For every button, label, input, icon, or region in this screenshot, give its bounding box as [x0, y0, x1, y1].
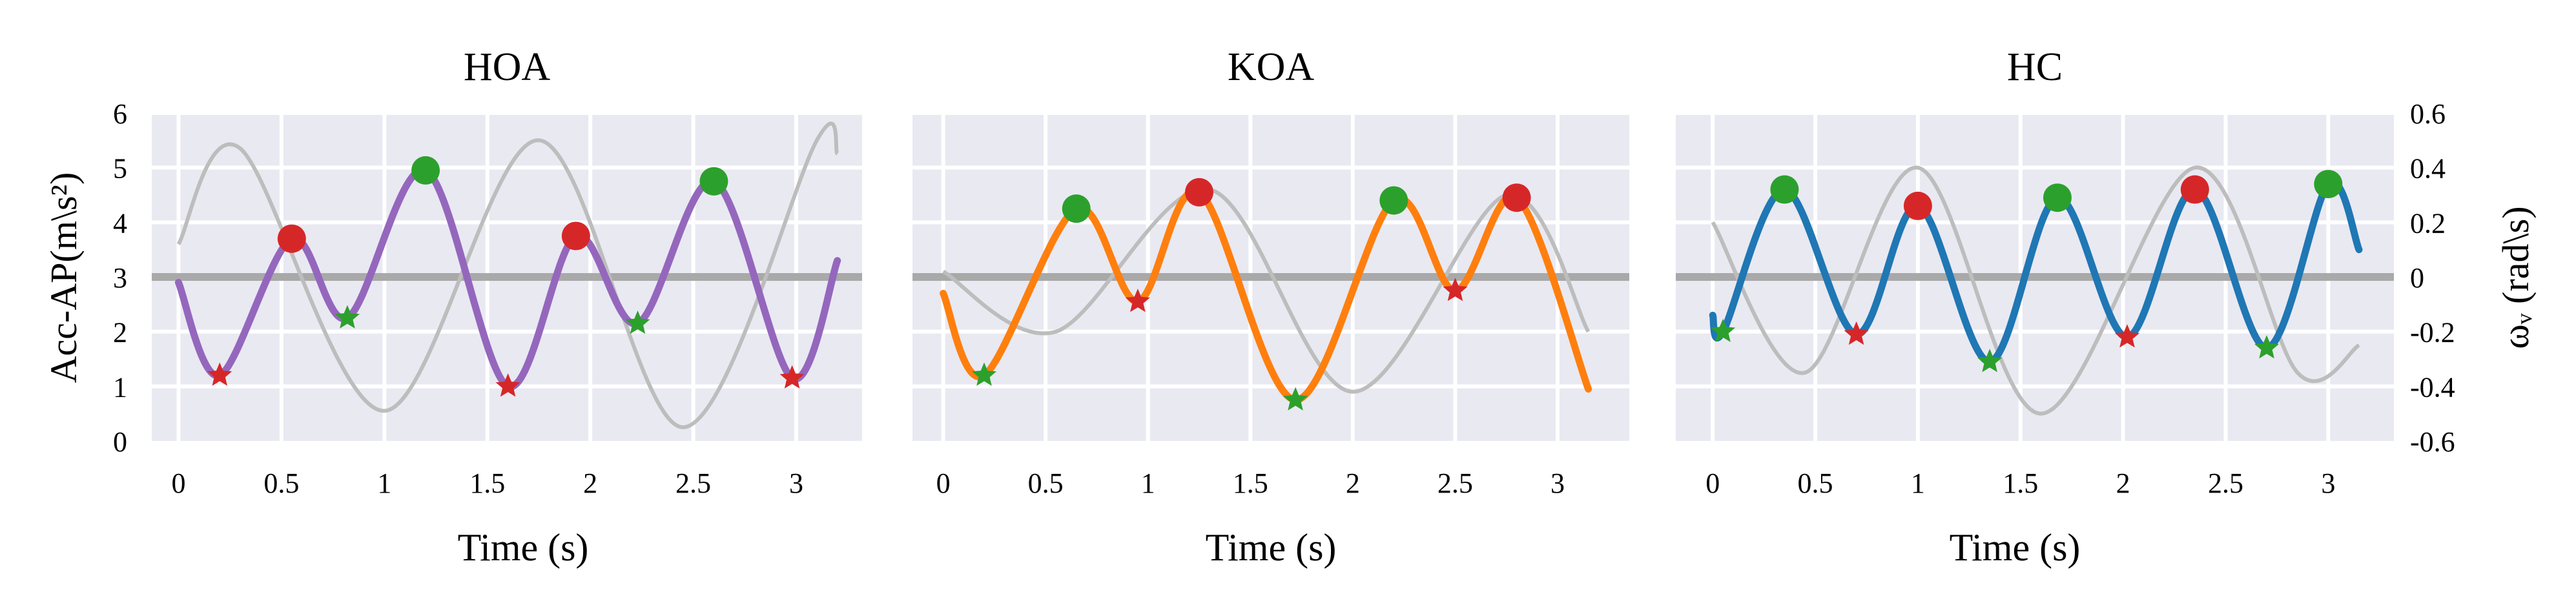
ytick-label-0: 0: [113, 426, 127, 458]
valley-marker-hoa-2: [495, 373, 520, 397]
valley-marker-hc-0: [1711, 318, 1736, 342]
xtick-label-koa-5: 2.5: [1437, 467, 1473, 499]
title-hc: HC: [2007, 45, 2063, 89]
xtick-label-hoa-0: 0: [171, 467, 185, 499]
title-koa: KOA: [1228, 45, 1315, 89]
valley-marker-koa-3: [1443, 278, 1468, 302]
ylabel-right: ωᵥ (rad\s): [2495, 206, 2537, 349]
peak-marker-hoa-3: [699, 167, 728, 196]
valley-marker-koa-2: [1283, 387, 1308, 411]
ytick-label-4: 4: [113, 207, 127, 239]
xtick-label-koa-6: 3: [1551, 467, 1565, 499]
ytick-label-3: 3: [113, 262, 127, 294]
xtick-label-hoa-2: 1: [377, 467, 391, 499]
xlabel-hc: Time (s): [1950, 526, 2081, 569]
peak-marker-hc-1: [1903, 191, 1932, 220]
xtick-label-koa-1: 0.5: [1028, 467, 1064, 499]
y2tick-label-3: 0: [2410, 262, 2424, 294]
xtick-label-hc-1: 0.5: [1798, 467, 1833, 499]
xtick-label-hoa-3: 1.5: [469, 467, 505, 499]
peak-marker-koa-2: [1379, 186, 1408, 215]
ytick-label-1: 1: [113, 371, 127, 403]
peak-marker-hoa-0: [277, 224, 306, 253]
ylabel-left: Acc-AP(m\s²): [43, 172, 85, 383]
xtick-label-hc-2: 1: [1911, 467, 1925, 499]
y2tick-label-4: 0.2: [2410, 207, 2446, 239]
peak-marker-hc-4: [2314, 170, 2343, 199]
xtick-label-hc-6: 3: [2321, 467, 2335, 499]
xtick-label-hoa-4: 2: [583, 467, 597, 499]
xtick-label-koa-4: 2: [1346, 467, 1360, 499]
peak-marker-hoa-2: [561, 221, 590, 250]
xtick-label-hoa-6: 3: [789, 467, 803, 499]
peak-marker-koa-3: [1502, 183, 1531, 212]
valley-marker-hoa-3: [625, 311, 650, 334]
valley-marker-koa-1: [1125, 289, 1150, 312]
valley-marker-hoa-1: [335, 305, 360, 329]
y2tick-label-0: -0.6: [2410, 426, 2455, 458]
xtick-label-hoa-1: 0.5: [263, 467, 299, 499]
xtick-label-hc-4: 2: [2116, 467, 2130, 499]
ytick-label-5: 5: [113, 153, 127, 185]
xtick-label-hc-3: 1.5: [2003, 467, 2038, 499]
peak-marker-hc-0: [1770, 175, 1799, 204]
valley-marker-hc-3: [2115, 324, 2139, 348]
peak-marker-hc-2: [2043, 183, 2072, 212]
valley-marker-hc-2: [1977, 349, 2003, 373]
omega-curve-hc: [1711, 165, 2360, 416]
peak-marker-hoa-1: [411, 156, 440, 185]
title-hoa: HOA: [464, 45, 551, 89]
ytick-label-2: 2: [113, 317, 127, 349]
omega-curve-hoa: [176, 121, 840, 429]
valley-marker-hc-1: [1844, 321, 1869, 345]
y2tick-label-1: -0.4: [2410, 371, 2455, 403]
xtick-label-hc-0: 0: [1705, 467, 1720, 499]
mark-layer: 0 0.5 1 1.5 2 2.5 3 0 1 2 3 4 5 6 0 0.5 1 1.5 2 2.5 3 0 0.5 1 1.…: [113, 98, 2455, 499]
valley-marker-hc-4: [2254, 335, 2279, 359]
y2tick-label-5: 0.4: [2410, 153, 2446, 185]
xlabel-koa: Time (s): [1206, 526, 1337, 569]
acc-curve-koa: [940, 187, 1592, 404]
xtick-label-koa-2: 1: [1141, 467, 1155, 499]
xtick-label-hoa-5: 2.5: [675, 467, 711, 499]
peak-marker-hc-3: [2180, 175, 2209, 204]
xtick-label-koa-0: 0: [936, 467, 951, 499]
xlabel-hoa: Time (s): [458, 526, 589, 569]
ytick-label-6: 6: [113, 98, 127, 130]
y2tick-label-2: -0.2: [2410, 317, 2455, 349]
xtick-label-koa-3: 1.5: [1233, 467, 1268, 499]
xtick-label-hc-5: 2.5: [2208, 467, 2243, 499]
valley-marker-hoa-4: [779, 365, 805, 389]
peak-marker-koa-0: [1062, 194, 1091, 223]
valley-marker-koa-0: [972, 362, 996, 386]
y2tick-label-6: 0.6: [2410, 98, 2446, 130]
peak-marker-koa-1: [1185, 178, 1213, 207]
valley-marker-hoa-0: [207, 362, 232, 386]
